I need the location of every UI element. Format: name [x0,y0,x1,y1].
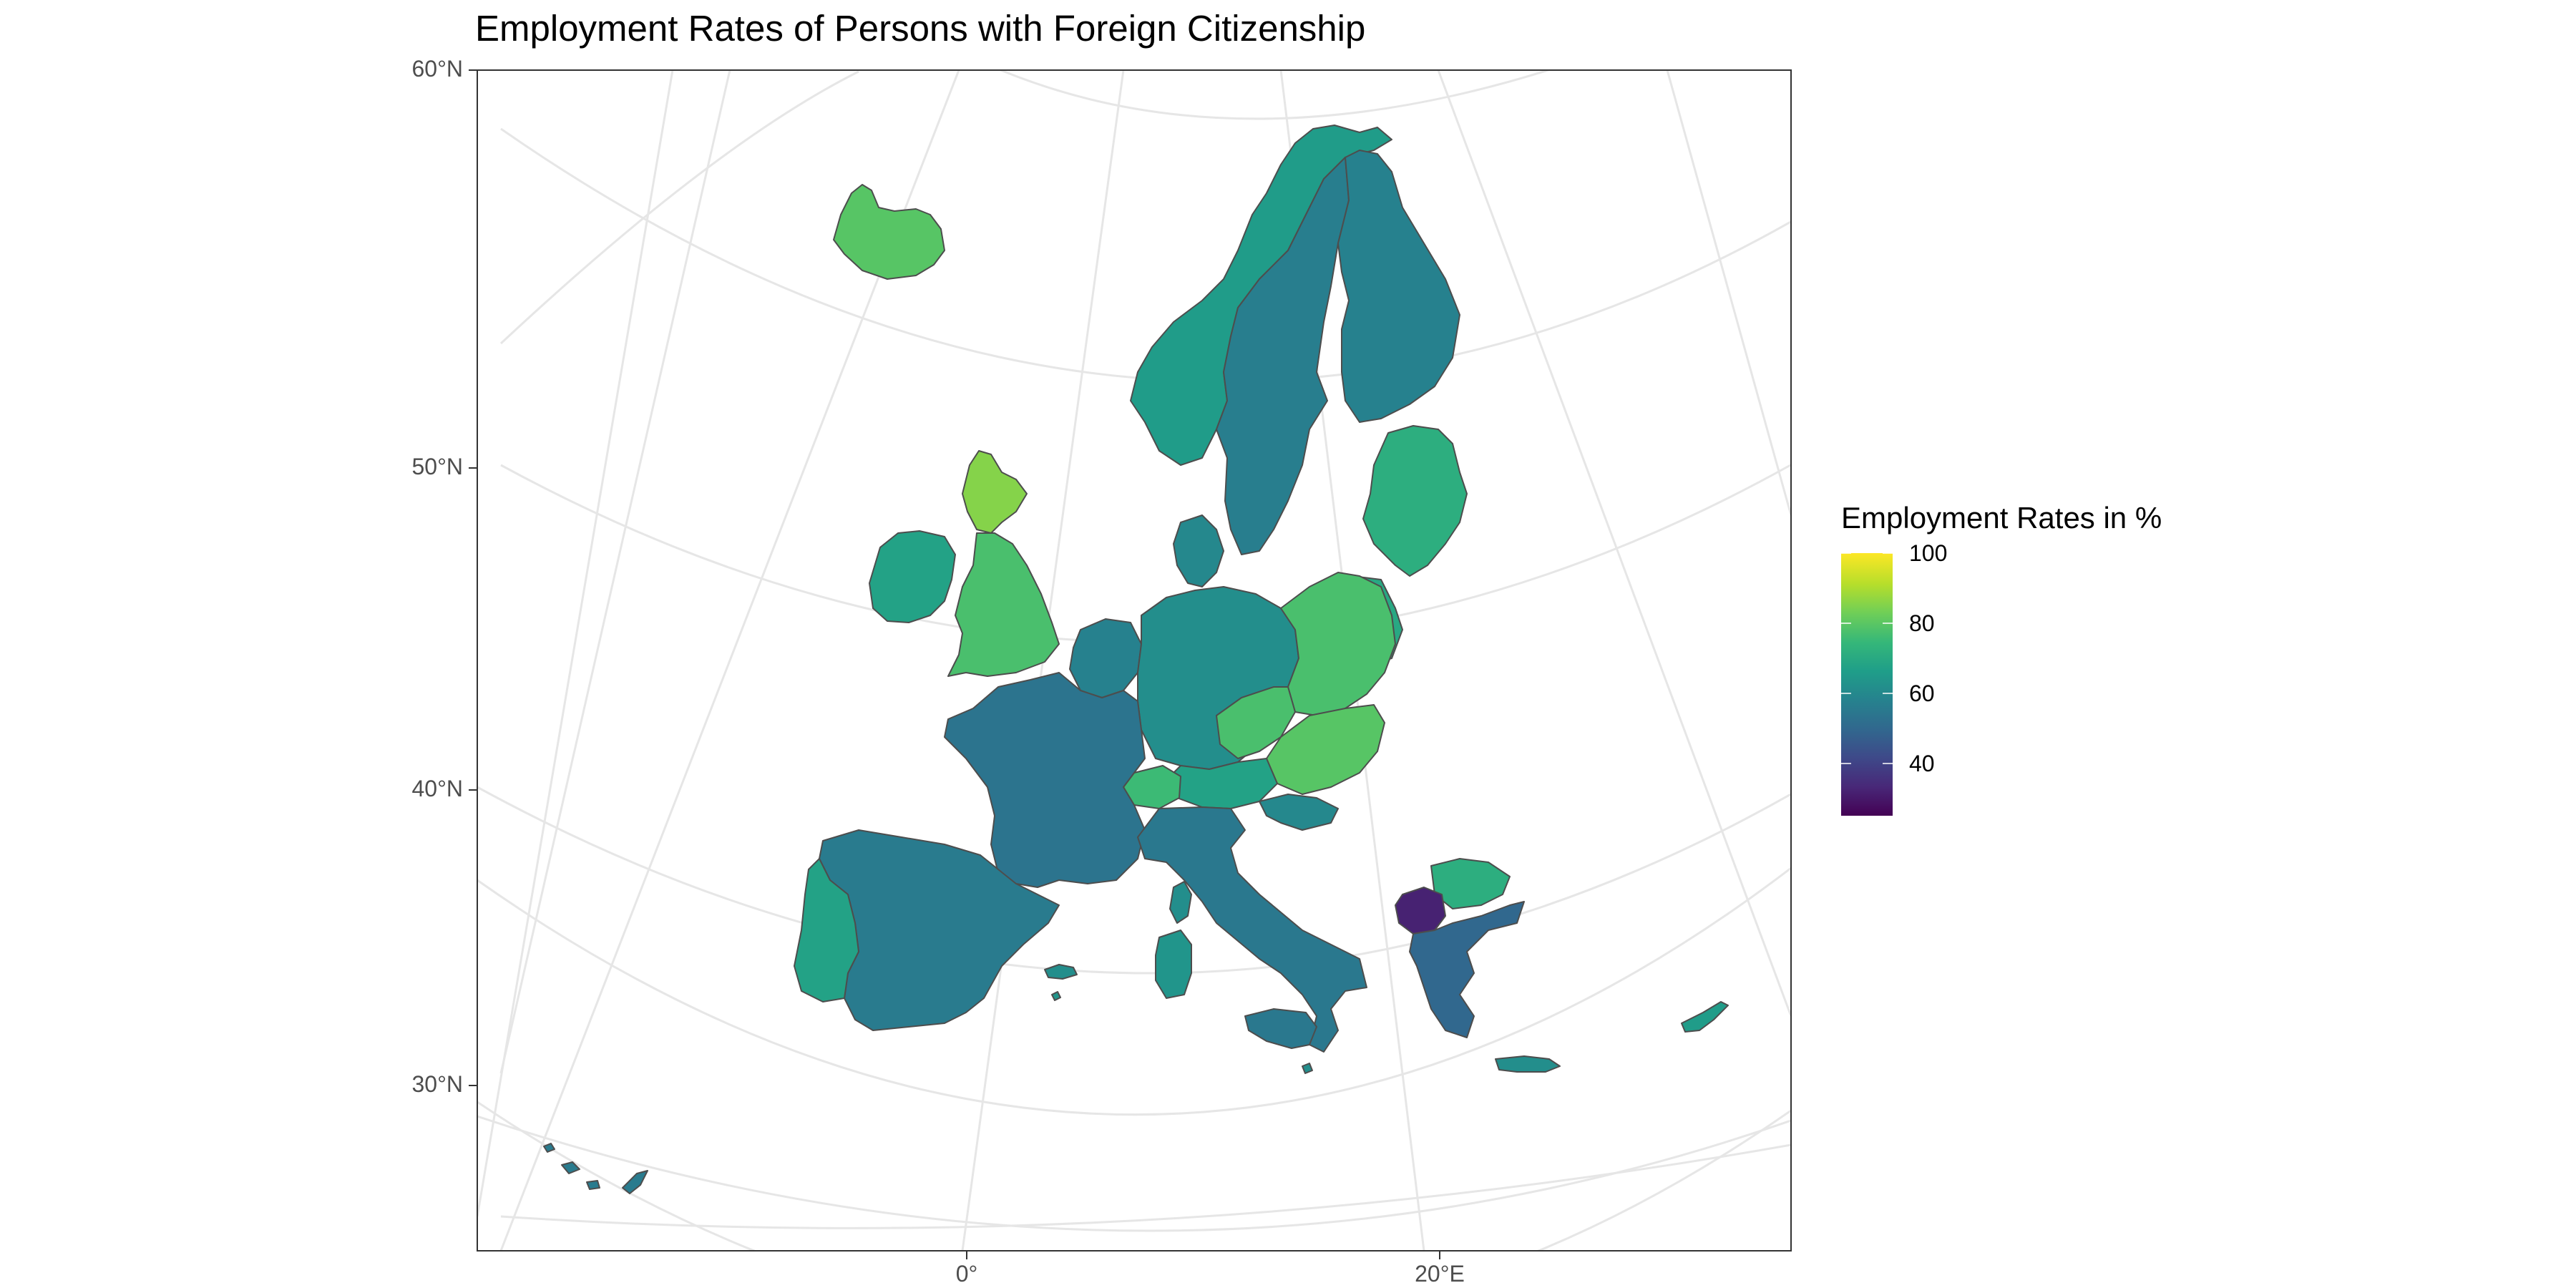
region-croatia-slovenia [1259,794,1339,831]
axis-ticks [469,69,1440,1259]
region-canary-3 [622,1170,648,1194]
meridian-line [1437,70,1791,1017]
region-poland [1280,572,1396,716]
region-iceland [833,184,945,280]
region-canary-2 [561,1161,580,1174]
lat-label-30: 30°N [411,1071,464,1097]
meridian-line [499,70,731,1074]
parallel-line [500,1143,1791,1229]
region-denmark [1173,514,1224,587]
figure-title: Employment Rates of Persons with Foreign… [475,8,1366,49]
region-canary-4 [586,1180,600,1190]
region-cyprus [1681,1001,1729,1033]
parallel-line [477,867,1791,1116]
lon-label-0: 0° [955,1261,978,1287]
region-malta [1302,1063,1313,1074]
region-ireland [869,530,956,623]
legend-title: Employment Rates in % [1841,501,2162,535]
parallel-line [499,70,859,345]
region-corsica [1169,881,1192,924]
region-sweden [1216,157,1350,555]
region-north-greece [1395,887,1446,935]
regions [543,125,1729,1194]
region-scotland [962,450,1028,534]
parallel-line [477,1101,1791,1251]
lat-label-40: 40°N [411,776,464,801]
region-greece [1409,901,1525,1038]
region-italy [1137,806,1367,1053]
meridian-line [1666,70,1791,516]
legend-label-60: 60 [1909,680,1935,706]
legend-colorbar [1841,553,1893,816]
lat-label-50: 50°N [411,454,464,479]
region-finland [1337,150,1460,423]
lat-label-60: 60°N [411,56,464,82]
region-sicily [1244,1008,1317,1049]
parallel-line [477,786,1791,975]
legend-label-100: 100 [1909,540,1948,566]
panel-border [477,69,1792,1252]
region-czechia [1216,686,1296,759]
region-crete [1495,1055,1561,1073]
meridian-line [477,70,674,1217]
region-england-wales [947,532,1060,677]
legend-label-40: 40 [1909,750,1935,776]
region-sardinia-small [1051,991,1061,1001]
parallel-line [997,70,1552,120]
region-estonia [1362,425,1468,577]
region-balearic [1044,964,1078,980]
legend-label-80: 80 [1909,610,1935,636]
lon-label-20e: 20°E [1415,1261,1465,1287]
region-france [944,672,1146,888]
region-portugal [794,858,859,1002]
region-sardinia [1155,930,1192,999]
region-canary-1 [543,1143,555,1153]
